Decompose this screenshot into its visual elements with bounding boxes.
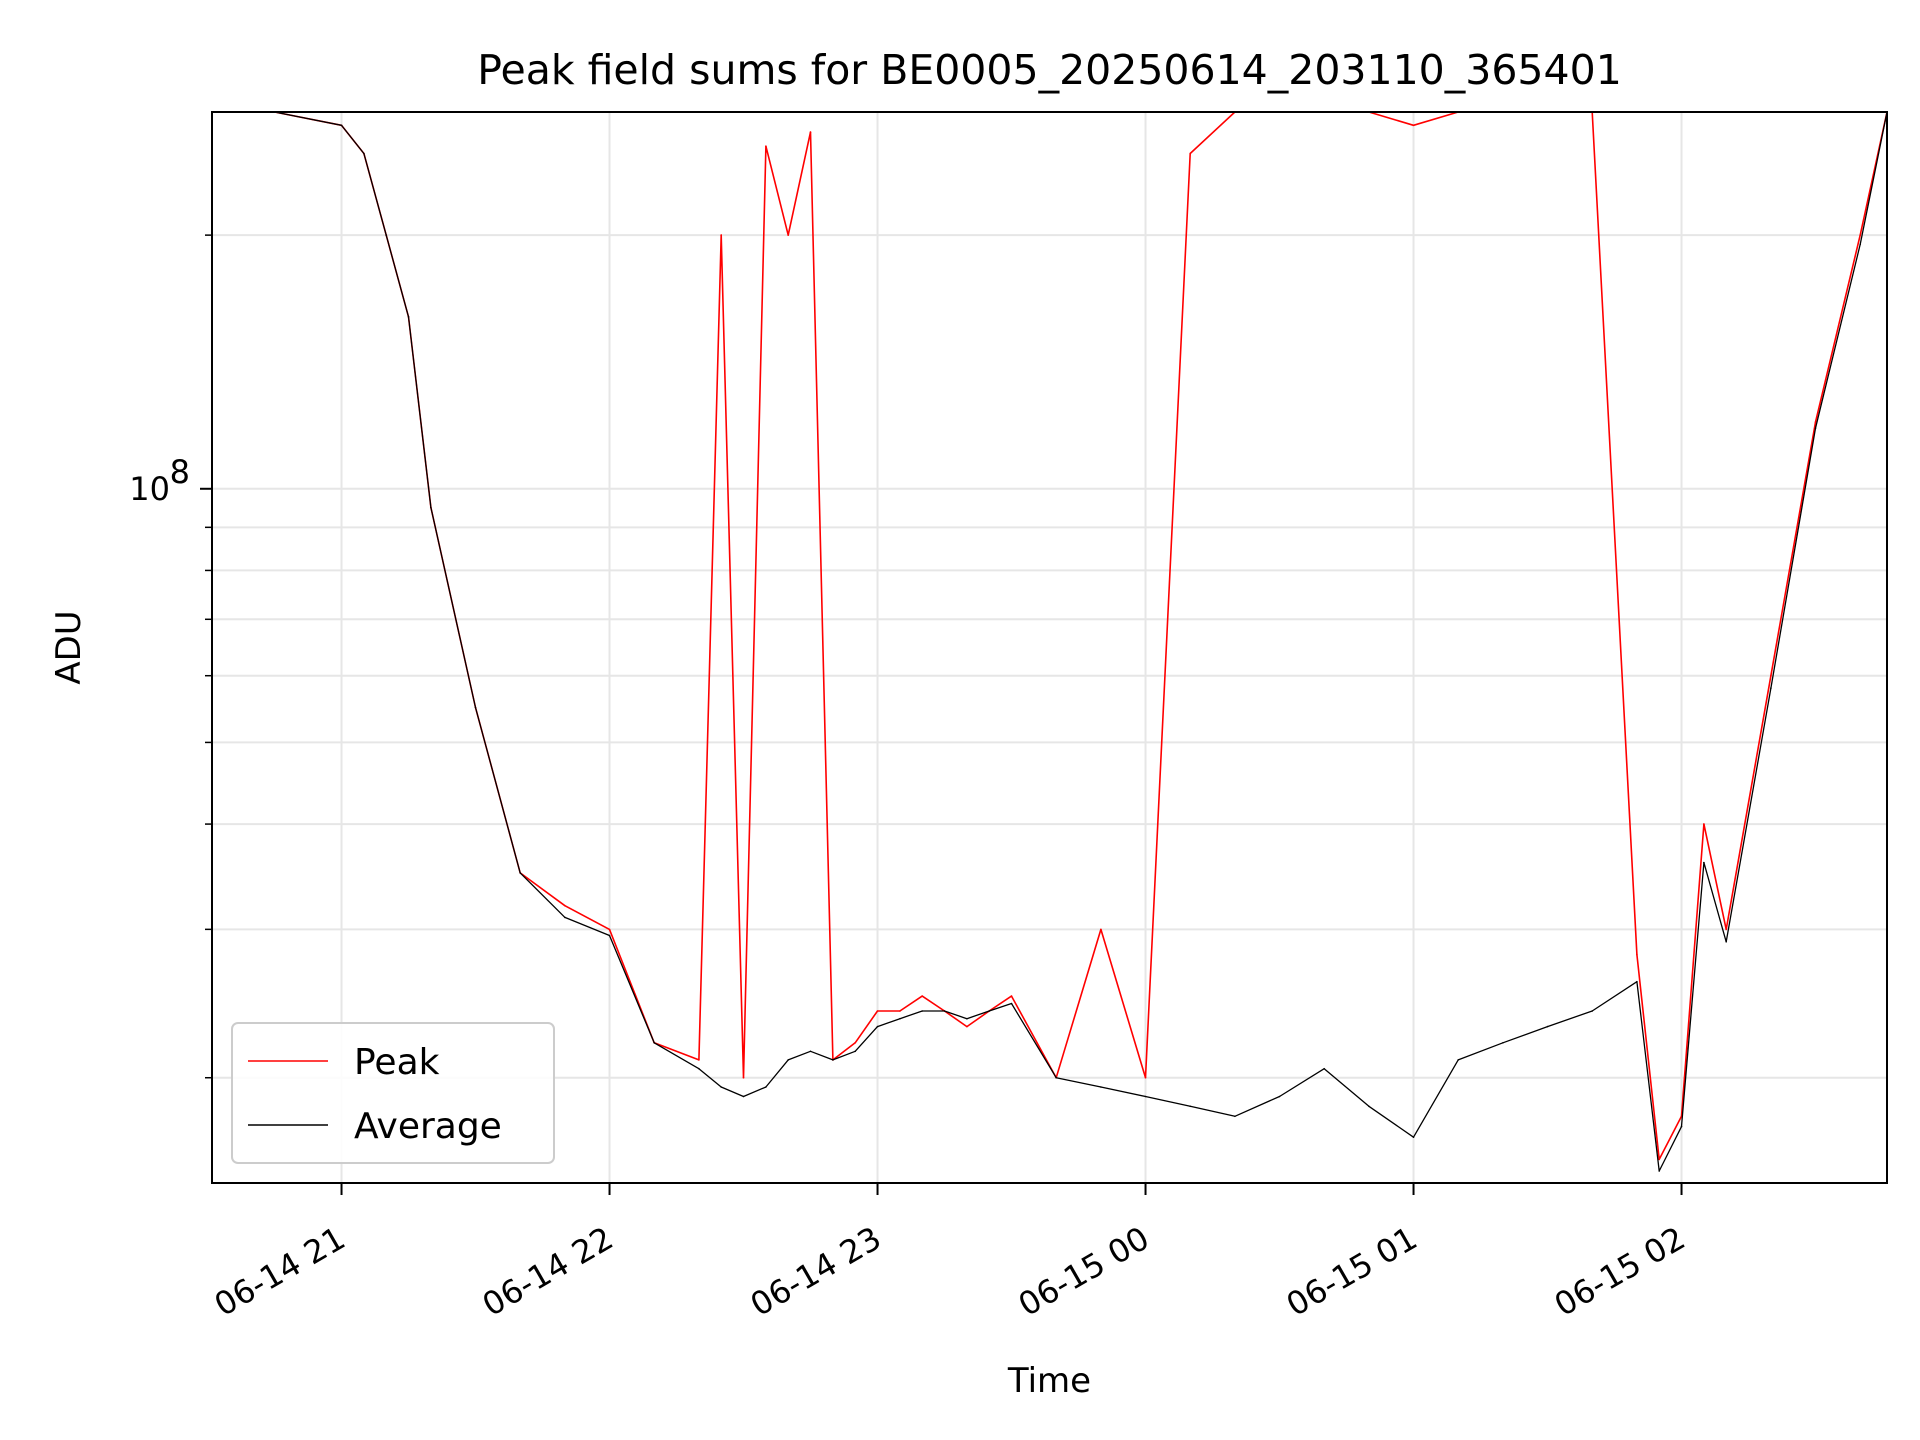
data-point-average xyxy=(407,316,410,318)
data-point-average xyxy=(1703,861,1705,864)
grid xyxy=(212,112,1887,1183)
data-point-average xyxy=(653,1042,655,1044)
data-point-peak xyxy=(876,1010,879,1012)
data-point-average xyxy=(742,1095,745,1098)
data-point-average xyxy=(988,1010,990,1012)
data-point-average xyxy=(899,1017,901,1020)
y-axis-title: ADU xyxy=(49,610,89,684)
data-point-average xyxy=(720,1086,722,1088)
y-tick-label: 10 xyxy=(129,470,170,508)
data-point-average xyxy=(1100,1086,1102,1088)
data-point-average xyxy=(430,506,432,509)
data-point-peak xyxy=(1189,152,1191,155)
data-point-peak xyxy=(1100,928,1102,931)
data-point-average xyxy=(966,1017,968,1020)
data-point-peak xyxy=(564,904,566,907)
data-point-average xyxy=(1636,980,1638,983)
data-point-peak xyxy=(698,1059,700,1061)
data-point-peak xyxy=(1725,928,1727,931)
plot-frame xyxy=(211,111,1888,1184)
legend-label-peak: Peak xyxy=(354,1042,440,1083)
data-point-average xyxy=(1859,243,1861,246)
data-point-average xyxy=(608,934,611,937)
data-point-peak xyxy=(742,1076,745,1079)
data-point-average xyxy=(1278,1095,1281,1098)
data-point-average xyxy=(832,1059,834,1061)
legend-box xyxy=(231,1022,555,1164)
data-point-average xyxy=(1412,1136,1415,1138)
data-point-peak xyxy=(1859,234,1861,236)
data-point-average xyxy=(787,1059,789,1061)
data-point-peak xyxy=(720,234,722,236)
data-point-average xyxy=(1189,1105,1191,1108)
data-point-peak xyxy=(899,1010,901,1012)
data-point-peak xyxy=(1814,421,1817,423)
data-point-average xyxy=(698,1067,700,1070)
data-point-average xyxy=(1368,1105,1370,1108)
data-point-average xyxy=(1144,1095,1147,1098)
data-point-average xyxy=(854,1050,856,1053)
data-point-average xyxy=(564,916,566,919)
data-point-average xyxy=(1770,687,1772,689)
data-point-average xyxy=(1055,1076,1057,1079)
data-point-average xyxy=(765,1086,767,1088)
series-layer xyxy=(211,111,1888,1172)
data-point-average xyxy=(1591,1010,1593,1012)
data-point-peak xyxy=(854,1042,856,1044)
data-point-average xyxy=(1502,1042,1504,1044)
data-point-average xyxy=(519,872,521,874)
data-point-peak xyxy=(608,928,611,931)
data-point-average xyxy=(921,1010,923,1012)
data-point-average xyxy=(1457,1059,1459,1061)
data-point-average xyxy=(1546,1025,1549,1028)
data-point-average xyxy=(809,1050,812,1053)
data-point-peak xyxy=(1658,1158,1660,1161)
data-point-average xyxy=(1234,1115,1236,1118)
data-point-peak xyxy=(1703,823,1705,825)
x-axis-title: Time xyxy=(1007,1361,1091,1401)
data-point-peak xyxy=(1010,995,1013,997)
legend-label-average: Average xyxy=(354,1106,502,1147)
legend: Peak Average xyxy=(231,1022,555,1164)
data-point-average xyxy=(1814,427,1817,430)
data-point-average xyxy=(363,152,365,155)
data-point-peak xyxy=(809,131,812,133)
data-point-peak xyxy=(1636,953,1638,956)
data-point-peak xyxy=(966,1025,968,1028)
data-point-peak xyxy=(765,145,767,147)
data-point-peak xyxy=(1412,124,1415,127)
y-tick-label-exponent: 8 xyxy=(170,453,190,491)
data-point-average xyxy=(876,1025,879,1028)
data-point-average xyxy=(1658,1170,1660,1172)
data-point-average xyxy=(1680,1125,1683,1128)
data-point-average xyxy=(1323,1067,1325,1070)
data-point-average xyxy=(1725,941,1727,943)
data-point-peak xyxy=(1144,1076,1147,1079)
data-point-average xyxy=(1010,1002,1013,1005)
data-point-average xyxy=(385,234,388,236)
data-point-peak xyxy=(787,234,789,236)
data-point-peak xyxy=(1770,674,1772,677)
data-point-average xyxy=(340,124,343,127)
data-point-average xyxy=(474,706,477,709)
y-axis: 10 8 xyxy=(129,234,212,1079)
chart-title: Peak field sums for BE0005_20250614_2031… xyxy=(477,46,1622,94)
data-point-average xyxy=(943,1010,946,1012)
data-point-peak xyxy=(921,995,923,997)
